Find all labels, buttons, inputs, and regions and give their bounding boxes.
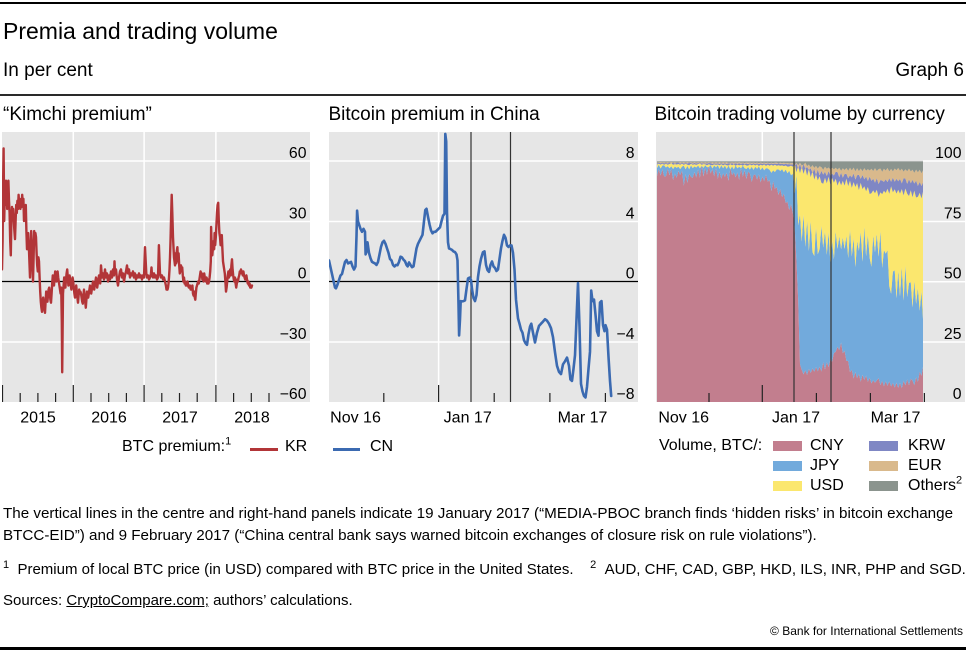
svg-text:8: 8: [626, 145, 635, 162]
svg-text:2016: 2016: [91, 410, 127, 427]
svg-text:Mar 17: Mar 17: [558, 410, 608, 427]
svg-text:0: 0: [298, 266, 307, 283]
svg-text:0: 0: [626, 266, 635, 283]
svg-text:4: 4: [626, 206, 635, 223]
svg-text:2017: 2017: [162, 410, 198, 427]
svg-text:Mar 17: Mar 17: [871, 410, 921, 427]
svg-text:25: 25: [944, 326, 962, 343]
svg-text:Nov 16: Nov 16: [330, 410, 381, 427]
svg-text:−8: −8: [616, 386, 634, 403]
svg-text:−30: −30: [280, 326, 307, 343]
svg-text:2015: 2015: [20, 410, 56, 427]
svg-text:2018: 2018: [234, 410, 270, 427]
svg-text:−4: −4: [616, 326, 634, 343]
svg-text:Nov 16: Nov 16: [658, 410, 709, 427]
svg-text:0: 0: [953, 386, 962, 403]
svg-text:30: 30: [289, 206, 307, 223]
svg-text:100: 100: [935, 145, 962, 162]
svg-text:50: 50: [944, 266, 962, 283]
svg-text:Jan 17: Jan 17: [772, 410, 820, 427]
svg-text:60: 60: [289, 145, 307, 162]
svg-text:−60: −60: [280, 386, 307, 403]
svg-text:75: 75: [944, 206, 962, 223]
svg-text:Jan 17: Jan 17: [444, 410, 492, 427]
